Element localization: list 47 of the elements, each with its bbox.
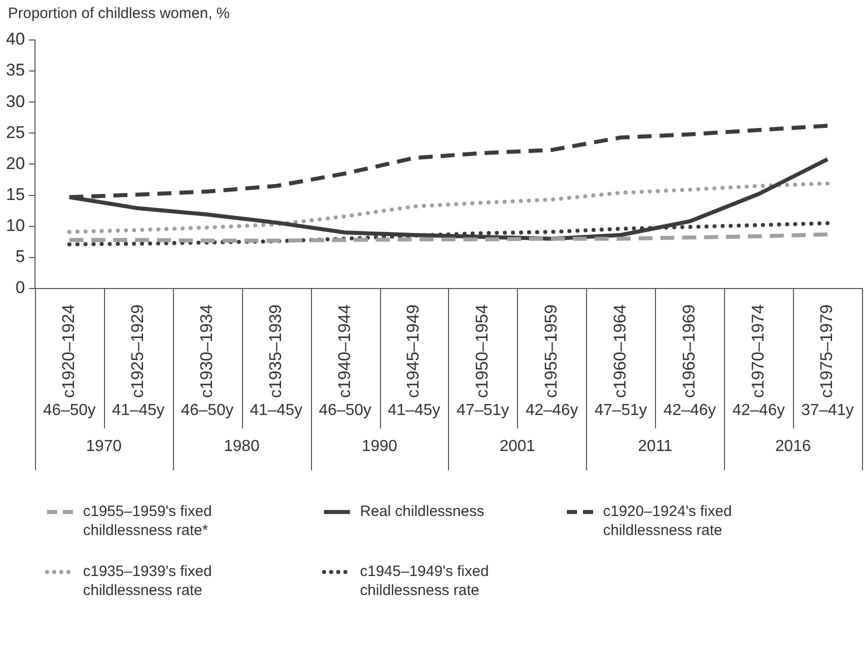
text: 1990 bbox=[362, 438, 398, 455]
text: 46–50y bbox=[43, 402, 96, 419]
y-tick-label: 25 bbox=[6, 122, 25, 142]
text: 1970 bbox=[86, 438, 122, 455]
legend-label: c1945–1949's fixed childlessness rate bbox=[360, 562, 490, 600]
text: 42–46y bbox=[663, 402, 716, 419]
text: 42–46y bbox=[732, 402, 785, 419]
x-tick-label: c1955–1959 bbox=[542, 304, 561, 398]
text: 46–50y bbox=[318, 402, 372, 419]
y-tick-label: 5 bbox=[15, 247, 25, 266]
y-tick-label: 35 bbox=[6, 60, 25, 80]
legend-label: c1935–1939's fixed childlessness rate bbox=[83, 562, 213, 600]
text: 1980 bbox=[224, 438, 260, 455]
x-tick-label: c1970–1974 bbox=[748, 304, 768, 398]
x-tick-label: c1975–1979 bbox=[817, 304, 836, 398]
y-tick-label: 20 bbox=[6, 154, 25, 173]
text: 47–51y bbox=[456, 402, 510, 419]
x-tick-label: c1945–1949 bbox=[404, 304, 423, 398]
y-tick-label: 10 bbox=[6, 216, 25, 235]
text: 41–45y bbox=[388, 402, 440, 419]
line-series bbox=[67, 232, 830, 243]
x-tick-label: c1935–1939 bbox=[266, 304, 285, 398]
x-tick-label: c1965–1969 bbox=[679, 304, 698, 398]
x-tick-label: c1920–1924 bbox=[59, 304, 78, 398]
text: 2016 bbox=[775, 438, 811, 455]
legend-label: c1920–1924's fixed childlessness rate bbox=[603, 502, 733, 540]
y-tick-label: 0 bbox=[15, 278, 25, 298]
x-tick-label: c1940–1944 bbox=[334, 304, 354, 398]
x-tick-label: c1960–1964 bbox=[610, 304, 630, 398]
x-tick-label: c1950–1954 bbox=[472, 304, 492, 398]
text: 46–50y bbox=[180, 402, 234, 419]
legend-label: Real childlessness bbox=[360, 502, 484, 521]
text: 47–51y bbox=[594, 402, 648, 419]
text: 41–45y bbox=[250, 402, 302, 419]
x-tick-label: c1930–1934 bbox=[196, 304, 216, 398]
legend-label: c1955–1959's fixed childlessness rate* bbox=[83, 502, 213, 540]
y-tick-label: 40 bbox=[6, 30, 25, 49]
y-tick-label: 15 bbox=[6, 184, 25, 204]
text: 41–45y bbox=[112, 402, 165, 419]
line-series bbox=[67, 181, 830, 234]
x-tick-label: c1925–1929 bbox=[128, 304, 147, 398]
text: 2011 bbox=[638, 438, 673, 455]
text: 2001 bbox=[500, 438, 536, 455]
y-axis-title: Proportion of childless women, % bbox=[8, 5, 230, 22]
text: 42–46y bbox=[526, 402, 578, 419]
y-tick-label: 30 bbox=[6, 92, 25, 111]
text: 37–41y bbox=[801, 402, 854, 419]
